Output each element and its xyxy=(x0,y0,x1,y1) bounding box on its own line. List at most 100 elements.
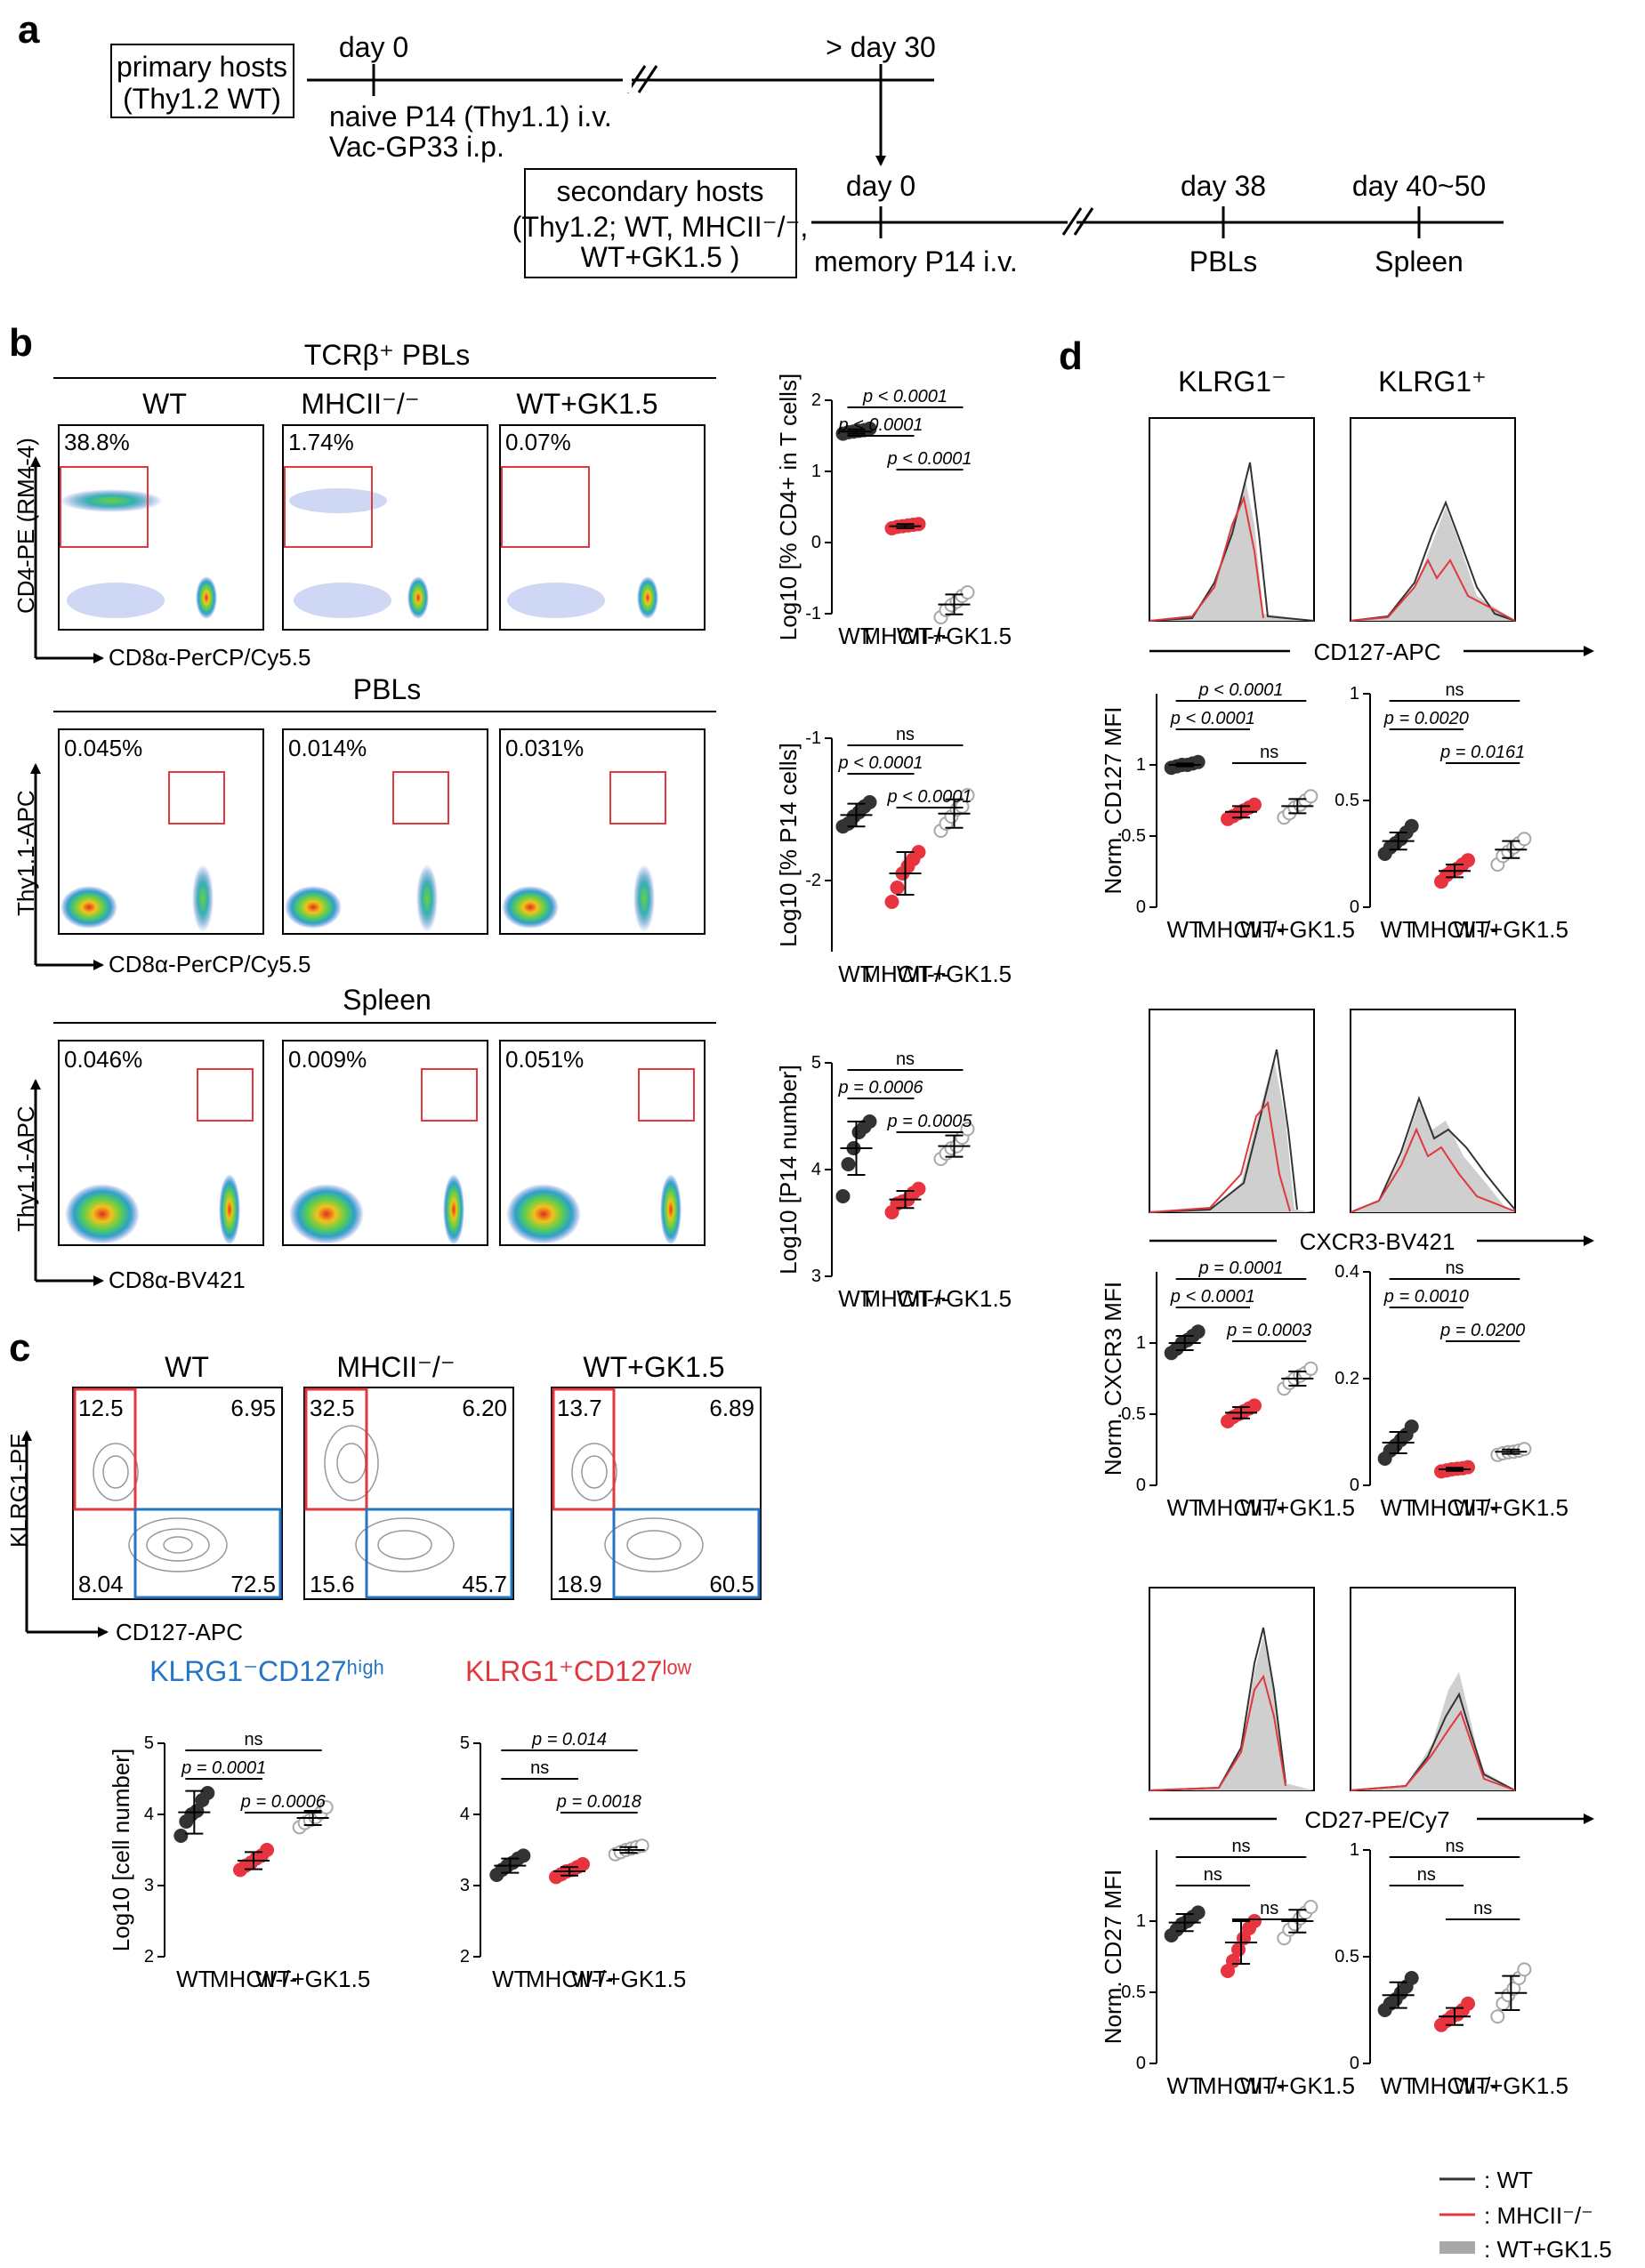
data-point xyxy=(1404,1971,1419,1985)
y-tick-label: 0 xyxy=(1350,2054,1359,2073)
pbls-label: PBLs xyxy=(1189,245,1257,277)
host-population xyxy=(502,886,559,929)
x-tick-label: WT+GK1.5 xyxy=(255,1966,370,1992)
row1-ylabel: CD4-PE (RM4-4) xyxy=(12,438,39,614)
quad-lr: 45.7 xyxy=(462,1571,507,1597)
y-tick-label: 1 xyxy=(1350,684,1359,704)
x-tick-label: MHCII-/- xyxy=(526,1966,613,1992)
row3-ylabel: Thy1.1-APC xyxy=(12,1106,39,1232)
x-tick-label: WT xyxy=(492,1966,528,1992)
data-point xyxy=(1303,1361,1318,1376)
x-tick-label: WT xyxy=(1380,1494,1416,1521)
y-tick-label: 2 xyxy=(811,390,821,410)
data-point xyxy=(960,788,975,802)
x-tick-label: WT+GK1.5 xyxy=(1240,1494,1355,1521)
x-tick-label: WT+GK1.5 xyxy=(897,623,1012,649)
data-point xyxy=(1190,1324,1206,1339)
data-point xyxy=(1247,797,1262,812)
secondary-hosts-line2: (Thy1.2; WT, MHCII⁻/⁻, xyxy=(512,211,808,243)
y-tick-label: 1 xyxy=(1136,1333,1146,1353)
data-point xyxy=(516,1848,531,1863)
cd8-population xyxy=(416,865,438,932)
data-point xyxy=(884,895,899,909)
data-point xyxy=(1517,1442,1532,1457)
quad-ur: 6.95 xyxy=(230,1395,276,1421)
row1-pct-mhc: 1.74% xyxy=(288,429,354,455)
y-axis-label: Log10 [% CD4+ in T cells] xyxy=(775,374,802,640)
y-tick-label: 0.5 xyxy=(1121,1404,1146,1424)
significance-label: ns xyxy=(1417,1865,1436,1885)
row2-pct-gk: 0.031% xyxy=(505,735,584,761)
legend-gk: : WT+GK1.5 xyxy=(1484,2236,1612,2263)
data-point xyxy=(835,1189,851,1203)
histogram-cd27-pos xyxy=(1350,1587,1516,1791)
data-point xyxy=(911,517,926,532)
y-tick-label: 1 xyxy=(1136,1911,1146,1931)
y-tick-label: 5 xyxy=(144,1733,154,1753)
data-point xyxy=(1490,2009,1505,2024)
break-mark-4 xyxy=(1073,207,1094,236)
cd4-gate xyxy=(501,466,590,548)
histogram-cd27-neg xyxy=(1149,1587,1315,1791)
cd8-population xyxy=(407,576,429,619)
primary-hosts-line2: (Thy1.2 WT) xyxy=(123,83,281,115)
significance-label: ns xyxy=(1260,1899,1278,1918)
y-tick-label: 4 xyxy=(460,1805,470,1824)
chart-b1: -1 0 1 2 Log10 [% CD4+ in T cells] WTMHCII-/-… xyxy=(775,374,1012,649)
quad-ur: 6.20 xyxy=(462,1395,507,1421)
row2-title: PBLs xyxy=(353,673,421,705)
p14-gate xyxy=(421,1068,478,1122)
histogram-cxcr3-neg xyxy=(1149,1009,1315,1213)
data-point xyxy=(862,1114,877,1129)
data-point xyxy=(1404,1420,1419,1434)
contour-plot-mhc: 32.5 6.20 15.6 45.7 xyxy=(303,1387,514,1600)
data-point xyxy=(890,881,905,895)
significance-label: ns xyxy=(1204,1865,1222,1885)
quad-ur: 6.89 xyxy=(709,1395,754,1421)
chart-c1: 2 3 4 5 Log10 [cell number] WTMHCII-/-WT+GK1.… xyxy=(108,1730,370,1992)
primary-hosts-box xyxy=(110,44,294,118)
significance-label: p < 0.0001 xyxy=(886,449,972,469)
x-tick-label: MHCII-/- xyxy=(861,961,948,987)
cd4-population xyxy=(289,488,387,513)
row1-pct-wt: 38.8% xyxy=(64,429,130,455)
data-point xyxy=(862,795,877,809)
significance-label: p = 0.0161 xyxy=(1439,743,1525,762)
panel-label-a: a xyxy=(18,8,40,52)
cd8-population xyxy=(219,1174,240,1245)
x-tick-label: WT xyxy=(1166,1494,1203,1521)
x-tick-label: WT xyxy=(1166,2072,1203,2099)
contour-plot-gk: 13.7 6.89 18.9 60.5 xyxy=(551,1387,762,1600)
y-tick-label: 0.5 xyxy=(1335,1947,1359,1966)
significance-label: p < 0.0001 xyxy=(1170,1287,1255,1307)
data-point xyxy=(1461,1996,1475,2011)
quad-lr: 72.5 xyxy=(230,1571,276,1597)
y-tick-label: 3 xyxy=(460,1876,470,1895)
quad-ul: 32.5 xyxy=(310,1395,355,1421)
y-tick-label: 0 xyxy=(811,533,821,552)
significance-label: p = 0.014 xyxy=(531,1730,607,1749)
y-tick-label: -1 xyxy=(805,604,821,623)
row1-pct-gk: 0.07% xyxy=(505,429,571,455)
flow-plot-b1-wt xyxy=(58,424,264,631)
memory-p14-label: memory P14 i.v. xyxy=(814,245,1018,277)
y-axis-label: Log10 [% P14 cells] xyxy=(775,743,802,947)
significance-label: ns xyxy=(1231,1837,1250,1856)
cd8-population xyxy=(660,1174,681,1245)
y-tick-label: 5 xyxy=(460,1733,470,1753)
x-tick-label: WT+GK1.5 xyxy=(1454,916,1568,943)
flow-plot-b1-gk xyxy=(499,424,706,631)
quad-ll: 15.6 xyxy=(310,1571,355,1597)
data-point xyxy=(260,1843,274,1857)
data-point xyxy=(960,1122,975,1137)
y-tick-label: 0 xyxy=(1136,1476,1146,1495)
x-tick-label: MHCII-/- xyxy=(1411,2072,1498,2099)
cd8-population xyxy=(192,865,214,932)
panel-a: a primary hosts (Thy1.2 WT) day 0 > day … xyxy=(18,8,1504,278)
